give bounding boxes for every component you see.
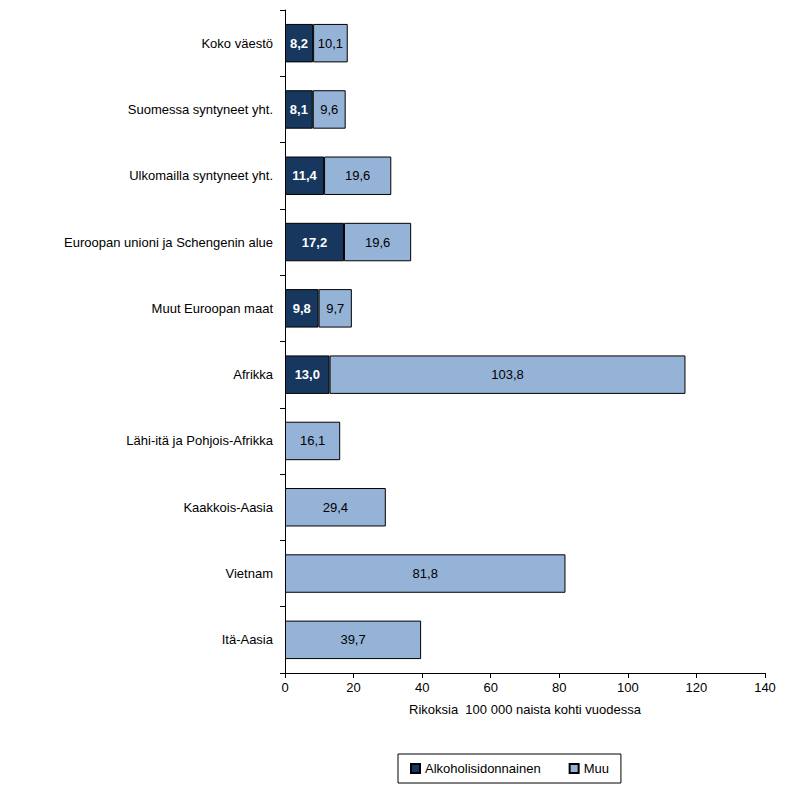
svg-text:103,8: 103,8	[491, 367, 524, 382]
svg-text:Suomessa syntyneet yht.: Suomessa syntyneet yht.	[128, 102, 273, 117]
svg-text:140: 140	[754, 680, 776, 695]
svg-text:Vietnam: Vietnam	[226, 566, 273, 581]
svg-text:Kaakkois-Aasia: Kaakkois-Aasia	[183, 500, 273, 515]
svg-text:Itä-Aasia: Itä-Aasia	[222, 632, 274, 647]
svg-text:Alkoholisidonnainen: Alkoholisidonnainen	[425, 761, 541, 776]
svg-text:Muu: Muu	[584, 761, 609, 776]
svg-text:Ulkomailla syntyneet yht.: Ulkomailla syntyneet yht.	[129, 168, 273, 183]
svg-text:19,6: 19,6	[365, 235, 390, 250]
svg-text:120: 120	[686, 680, 708, 695]
svg-text:Koko väestö: Koko väestö	[201, 36, 273, 51]
svg-text:10,1: 10,1	[318, 36, 343, 51]
svg-text:Muut Euroopan maat: Muut Euroopan maat	[152, 301, 274, 316]
svg-text:11,4: 11,4	[292, 168, 317, 183]
svg-text:80: 80	[552, 680, 566, 695]
svg-text:60: 60	[483, 680, 497, 695]
svg-text:81,8: 81,8	[413, 566, 438, 581]
svg-text:Lähi-itä ja Pohjois-Afrikka: Lähi-itä ja Pohjois-Afrikka	[126, 433, 273, 448]
svg-text:39,7: 39,7	[340, 632, 365, 647]
svg-text:Afrikka: Afrikka	[233, 367, 274, 382]
svg-text:29,4: 29,4	[323, 500, 348, 515]
svg-text:8,1: 8,1	[290, 102, 308, 117]
svg-text:16,1: 16,1	[300, 433, 325, 448]
svg-text:17,2: 17,2	[302, 235, 327, 250]
svg-text:9,7: 9,7	[326, 301, 344, 316]
svg-text:Euroopan unioni ja Schengenin: Euroopan unioni ja Schengenin alue	[64, 235, 273, 250]
svg-text:9,6: 9,6	[320, 102, 338, 117]
svg-text:20: 20	[346, 680, 360, 695]
svg-text:100: 100	[617, 680, 639, 695]
svg-text:19,6: 19,6	[345, 168, 370, 183]
svg-text:0: 0	[281, 680, 288, 695]
svg-text:Rikoksia 100 000 naista kohti: Rikoksia 100 000 naista kohti vuodessa	[409, 702, 642, 717]
svg-text:40: 40	[415, 680, 429, 695]
svg-text:8,2: 8,2	[290, 36, 308, 51]
svg-text:13,0: 13,0	[295, 367, 320, 382]
svg-text:9,8: 9,8	[293, 301, 311, 316]
